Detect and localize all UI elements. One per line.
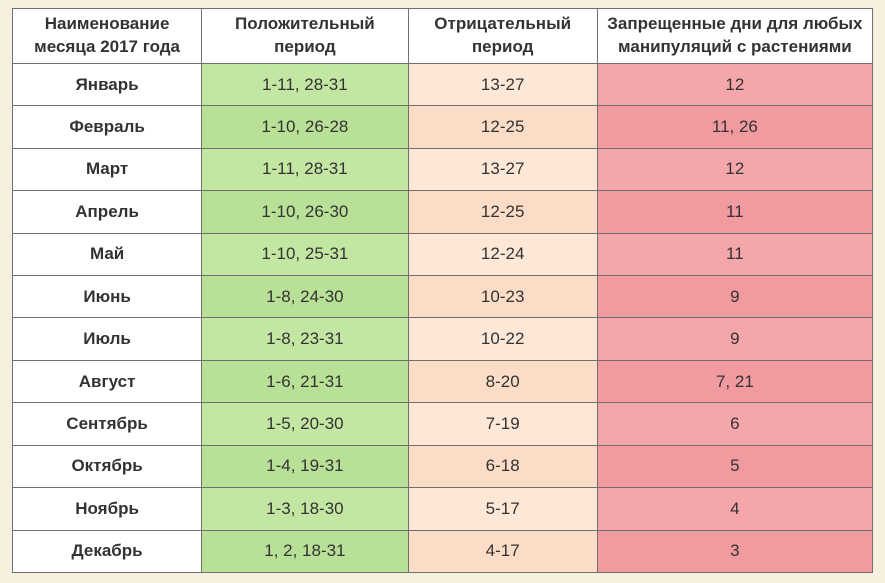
- cell-forbidden: 11: [597, 233, 872, 275]
- cell-month: Апрель: [13, 191, 202, 233]
- cell-month: Сентябрь: [13, 403, 202, 445]
- cell-month: Февраль: [13, 106, 202, 148]
- cell-positive: 1-3, 18-30: [202, 488, 408, 530]
- cell-positive: 1-11, 28-31: [202, 148, 408, 190]
- cell-positive: 1, 2, 18-31: [202, 530, 408, 572]
- table-row: Май1-10, 25-3112-2411: [13, 233, 873, 275]
- col-header-positive: Положительный период: [202, 9, 408, 64]
- cell-negative: 4-17: [408, 530, 597, 572]
- cell-forbidden: 9: [597, 275, 872, 317]
- cell-negative: 8-20: [408, 360, 597, 402]
- table-row: Март1-11, 28-3113-2712: [13, 148, 873, 190]
- col-header-forbidden: Запрещенные дни для любых манипуляций с …: [597, 9, 872, 64]
- table-row: Июль1-8, 23-3110-229: [13, 318, 873, 360]
- cell-month: Январь: [13, 63, 202, 105]
- table-row: Декабрь1, 2, 18-314-173: [13, 530, 873, 572]
- table-row: Январь1-11, 28-3113-2712: [13, 63, 873, 105]
- cell-positive: 1-10, 26-30: [202, 191, 408, 233]
- cell-positive: 1-6, 21-31: [202, 360, 408, 402]
- cell-forbidden: 3: [597, 530, 872, 572]
- cell-month: Май: [13, 233, 202, 275]
- cell-forbidden: 4: [597, 488, 872, 530]
- cell-month: Июль: [13, 318, 202, 360]
- cell-forbidden: 11: [597, 191, 872, 233]
- cell-negative: 10-23: [408, 275, 597, 317]
- cell-forbidden: 12: [597, 148, 872, 190]
- cell-negative: 12-25: [408, 191, 597, 233]
- cell-negative: 13-27: [408, 63, 597, 105]
- table-container: Наименование месяца 2017 года Положитель…: [0, 0, 885, 583]
- table-row: Февраль1-10, 26-2812-2511, 26: [13, 106, 873, 148]
- cell-positive: 1-8, 23-31: [202, 318, 408, 360]
- cell-positive: 1-11, 28-31: [202, 63, 408, 105]
- cell-negative: 6-18: [408, 445, 597, 487]
- table-body: Январь1-11, 28-3113-2712Февраль1-10, 26-…: [13, 63, 873, 572]
- cell-forbidden: 9: [597, 318, 872, 360]
- cell-month: Декабрь: [13, 530, 202, 572]
- cell-positive: 1-4, 19-31: [202, 445, 408, 487]
- lunar-calendar-table: Наименование месяца 2017 года Положитель…: [12, 8, 873, 573]
- cell-forbidden: 7, 21: [597, 360, 872, 402]
- table-row: Октябрь1-4, 19-316-185: [13, 445, 873, 487]
- cell-negative: 13-27: [408, 148, 597, 190]
- table-row: Август1-6, 21-318-207, 21: [13, 360, 873, 402]
- cell-positive: 1-10, 26-28: [202, 106, 408, 148]
- cell-positive: 1-8, 24-30: [202, 275, 408, 317]
- cell-forbidden: 5: [597, 445, 872, 487]
- cell-month: Март: [13, 148, 202, 190]
- table-row: Апрель1-10, 26-3012-2511: [13, 191, 873, 233]
- cell-negative: 10-22: [408, 318, 597, 360]
- cell-negative: 7-19: [408, 403, 597, 445]
- table-row: Июнь1-8, 24-3010-239: [13, 275, 873, 317]
- cell-forbidden: 6: [597, 403, 872, 445]
- cell-negative: 12-25: [408, 106, 597, 148]
- col-header-negative: Отрицательный период: [408, 9, 597, 64]
- cell-forbidden: 11, 26: [597, 106, 872, 148]
- cell-positive: 1-10, 25-31: [202, 233, 408, 275]
- cell-negative: 12-24: [408, 233, 597, 275]
- table-header-row: Наименование месяца 2017 года Положитель…: [13, 9, 873, 64]
- table-row: Ноябрь1-3, 18-305-174: [13, 488, 873, 530]
- cell-month: Август: [13, 360, 202, 402]
- cell-month: Октябрь: [13, 445, 202, 487]
- cell-month: Июнь: [13, 275, 202, 317]
- cell-positive: 1-5, 20-30: [202, 403, 408, 445]
- cell-forbidden: 12: [597, 63, 872, 105]
- cell-month: Ноябрь: [13, 488, 202, 530]
- cell-negative: 5-17: [408, 488, 597, 530]
- table-row: Сентябрь1-5, 20-307-196: [13, 403, 873, 445]
- col-header-month: Наименование месяца 2017 года: [13, 9, 202, 64]
